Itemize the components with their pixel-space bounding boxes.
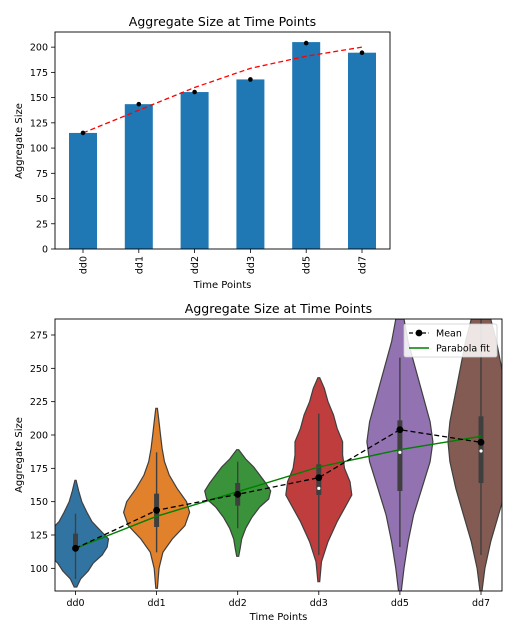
bar-dd1 (124, 104, 153, 249)
violin-legend: Mean Parabola fit (403, 323, 498, 358)
violin-plot-area: 100 125 150 175 200 225 250 275 dd0 dd1 dd2 dd3 dd5 d… (30, 318, 503, 609)
mean-marker-dd5 (396, 426, 404, 434)
y-tick-label: 100 (30, 144, 48, 155)
x-tick-label: dd0 (79, 256, 90, 274)
x-tick-label: dd3 (310, 598, 328, 609)
mean-marker-dd1 (153, 506, 161, 514)
violin-chart-title: Aggregate Size at Time Points (185, 301, 372, 316)
y-tick-label: 100 (30, 564, 48, 575)
violin-dd0 (55, 479, 110, 588)
bar-dd2 (180, 92, 209, 249)
mean-point-dd2 (192, 89, 197, 95)
x-tick-label: dd2 (229, 598, 247, 609)
violin-plot-inner (55, 319, 502, 591)
x-tick-label: dd7 (472, 598, 490, 609)
x-tick-label: dd2 (190, 256, 201, 274)
legend-mean-marker (415, 329, 423, 337)
y-tick-label: 225 (30, 397, 48, 408)
violin-chart-x-axis-label: Time Points (249, 612, 308, 623)
mean-point-dd1 (136, 101, 142, 107)
y-tick-label: 175 (30, 68, 48, 79)
y-tick-label: 150 (30, 497, 48, 508)
mean-line (75, 428, 482, 549)
legend-mean-label: Mean (436, 329, 462, 340)
bar-chart-x-axis-label: Time Points (193, 280, 252, 291)
y-tick-label: 25 (36, 219, 48, 230)
x-tick-label: dd5 (391, 598, 409, 609)
mean-marker-dd2 (234, 490, 242, 498)
violin-median-dd7 (479, 449, 483, 453)
violin-plot-frame (54, 318, 503, 592)
violin-median-dd5 (398, 450, 402, 454)
y-tick-label: 0 (42, 245, 48, 256)
fit-curve-line (82, 46, 363, 134)
violin-iqr-box-dd5 (397, 420, 403, 491)
y-tick-label: 200 (30, 431, 48, 442)
bar-plot-area: 0 25 50 75 100 125 150 175 200 dd0 dd1 dd2 dd3 dd5 dd7 (30, 31, 391, 274)
violin-chart-y-axis-label: Aggregate Size (14, 417, 25, 493)
x-tick-label: dd3 (246, 256, 257, 274)
bar-plot-frame (54, 31, 391, 250)
y-tick-label: 200 (30, 43, 48, 54)
y-tick-label: 125 (30, 118, 48, 129)
bar-chart-y-axis-label: Aggregate Size (14, 103, 25, 179)
parabola-fit-line (75, 435, 482, 549)
mean-point-dd7 (359, 50, 365, 55)
x-tick-label: dd1 (134, 256, 145, 274)
bar-dd5 (292, 42, 321, 250)
mean-marker-dd7 (477, 438, 485, 446)
bar-chart-title: Aggregate Size at Time Points (129, 14, 316, 29)
legend-fit-label: Parabola fit (436, 344, 490, 355)
violin-chart: Aggregate Size at Time Points Time Point… (14, 301, 503, 623)
x-tick-label: dd0 (66, 598, 84, 609)
y-tick-label: 125 (30, 531, 48, 542)
mean-marker-dd0 (72, 544, 79, 552)
bar-dd7 (348, 52, 376, 249)
y-tick-label: 275 (30, 331, 48, 342)
violin-median-dd3 (317, 486, 321, 490)
mean-marker-dd3 (315, 474, 323, 482)
y-tick-label: 75 (36, 169, 48, 180)
bar-dd0 (69, 132, 97, 249)
y-tick-label: 175 (30, 464, 48, 475)
y-tick-label: 150 (30, 93, 48, 104)
violin-iqr-box-dd0 (73, 533, 78, 551)
legend-box (403, 323, 498, 358)
x-tick-label: dd5 (302, 256, 313, 274)
bar-chart: Aggregate Size at Time Points Time Point… (14, 14, 391, 291)
mean-point-dd3 (248, 77, 253, 82)
mean-point-dd5 (303, 40, 309, 46)
violin-dd7 (447, 319, 502, 591)
y-tick-label: 250 (30, 364, 48, 375)
bar-dd3 (236, 79, 265, 249)
y-tick-label: 50 (36, 194, 48, 205)
x-tick-label: dd1 (148, 598, 166, 609)
x-tick-label: dd7 (358, 256, 369, 274)
mean-point-dd0 (80, 130, 86, 136)
